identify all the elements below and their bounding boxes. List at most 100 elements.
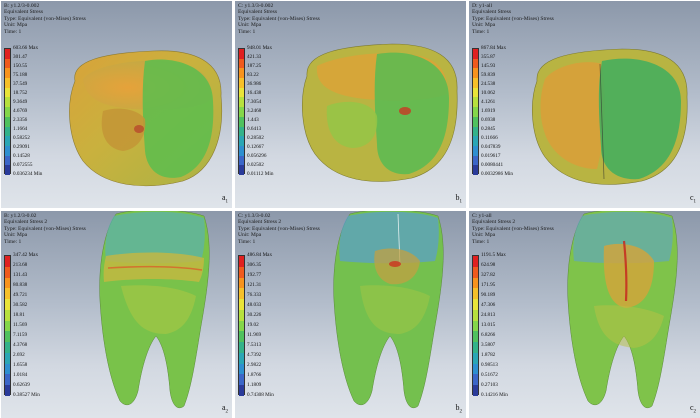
legend-color-segment: [5, 49, 10, 59]
legend-label: 1.0184: [13, 372, 28, 378]
stress-panel-b2: C: y1.3/3-0.02 Equivalent Stress 2 Type:…: [235, 211, 466, 418]
legend-color-segment: [5, 342, 10, 353]
legend-color-segment: [473, 145, 478, 156]
panel-corner-label: a1: [221, 193, 228, 205]
legend-label: 37.549: [13, 81, 28, 87]
legend-label: 1191.5 Max: [481, 252, 506, 258]
legend-label: 0.28502: [247, 135, 264, 141]
legend-label: 1.6919: [481, 108, 496, 114]
legend-label: 49.721: [13, 292, 28, 298]
legend-label: 0.0080441: [481, 162, 504, 168]
legend-color-segment: [473, 58, 478, 69]
legend-color-segment: [239, 145, 244, 156]
legend-label: 0.02502: [247, 162, 264, 168]
legend-label: 1.6558: [13, 362, 28, 368]
panel-header: B: y1.2/3-0.002 Equivalent Stress Type: …: [4, 3, 86, 35]
legend-color-segment: [5, 126, 10, 137]
legend-color-segment: [473, 68, 478, 79]
legend-color-segment: [239, 165, 244, 175]
legend-label: 0.047839: [481, 144, 501, 150]
legend-label: 0.29091: [13, 144, 30, 150]
legend-color-segment: [239, 256, 244, 267]
legend-label: 30.226: [247, 312, 262, 318]
legend-color-segment: [5, 87, 10, 98]
legend-color-segment: [5, 299, 10, 310]
legend-color-segment: [473, 165, 478, 175]
legend-color-segment: [5, 78, 10, 88]
legend-color-segment: [473, 107, 478, 117]
legend-color-segment: [239, 363, 244, 375]
legend-label: 0.01112 Min: [247, 171, 274, 177]
panel-header: B: y1.2/3-0.02 Equivalent Stress 2 Type:…: [4, 213, 86, 245]
legend-color-segment: [5, 266, 10, 278]
legend-color-segment: [239, 277, 244, 289]
legend-label: 131.43: [13, 272, 28, 278]
legend-color-segment: [473, 87, 478, 98]
legend-label: 80.838: [13, 282, 28, 288]
legend-color-segment: [239, 299, 244, 310]
legend-color-segment: [473, 309, 478, 321]
legend-label: 0.14528: [13, 153, 30, 159]
legend-color-segment: [473, 352, 478, 364]
legend-label: 0.11666: [481, 135, 498, 141]
legend-color-segment: [5, 116, 10, 127]
legend-color-segment: [239, 309, 244, 321]
legend-color-segment: [473, 320, 478, 332]
legend-label: 9.3649: [13, 99, 28, 105]
legend-label: 867.84 Max: [481, 45, 507, 51]
legend-label: 10.062: [481, 90, 496, 96]
panel-corner-label: b2: [455, 403, 463, 415]
legend-label: 24.813: [481, 312, 496, 318]
legend-color-bar: [472, 48, 479, 175]
legend-label: 2.692: [13, 352, 25, 358]
legend-color-segment: [473, 136, 478, 146]
legend-color-segment: [473, 363, 478, 375]
stress-panel-c1: D: y1-all Equivalent Stress Type: Equiva…: [469, 1, 700, 208]
legend-label: 6.8266: [481, 332, 496, 338]
legend-label: 83.22: [247, 72, 259, 78]
legend-color-segment: [473, 49, 478, 59]
legend-label: 1.8766: [247, 372, 262, 378]
legend-color-segment: [5, 97, 10, 108]
tooth-root-model: [554, 211, 694, 416]
legend-label: 90.189: [481, 292, 496, 298]
legend-color-segment: [473, 288, 478, 300]
legend-color-segment: [239, 266, 244, 278]
legend-color-segment: [5, 68, 10, 79]
stress-panel-c2: C: y1-all Equivalent Stress 2 Type: Equi…: [469, 211, 700, 418]
legend-color-segment: [239, 342, 244, 353]
legend-label: 76.333: [247, 292, 262, 298]
legend-color-segment: [473, 97, 478, 108]
legend-label: 4.7392: [247, 352, 262, 358]
legend-label: 75.188: [13, 72, 28, 78]
legend-label: 187.25: [247, 63, 262, 69]
legend-label: 59.839: [481, 72, 496, 78]
legend-color-segment: [239, 331, 244, 343]
legend-color-segment: [239, 68, 244, 79]
legend-label: 192.77: [247, 272, 262, 278]
legend-color-segment: [473, 116, 478, 127]
legend-label: 0.6413: [247, 126, 262, 132]
legend-label: 306.35: [247, 262, 262, 268]
legend-label: 11.969: [247, 332, 262, 338]
legend-label: 171.95: [481, 282, 496, 288]
legend-label: 48.033: [247, 302, 262, 308]
panel-header: C: y1.3/3-0.02 Equivalent Stress 2 Type:…: [238, 213, 320, 245]
legend-label: 145.93: [481, 63, 496, 69]
legend-color-segment: [239, 385, 244, 396]
legend-color-segment: [239, 136, 244, 146]
legend-color-segment: [239, 97, 244, 108]
legend-color-segment: [473, 299, 478, 310]
legend-color-segment: [5, 58, 10, 69]
legend-color-bar: [4, 48, 11, 175]
legend-color-segment: [239, 116, 244, 127]
legend-label: 1.443: [247, 117, 259, 123]
legend-label: 948.01 Max: [247, 45, 273, 51]
panel-corner-label: b1: [455, 193, 463, 205]
legend-label: 421.33: [247, 54, 262, 60]
legend-label: 36.986: [247, 81, 262, 87]
legend-label: 121.31: [247, 282, 262, 288]
legend-label: 0.12667: [247, 144, 264, 150]
legend-label: 7.3054: [247, 99, 262, 105]
legend-color-segment: [473, 155, 478, 166]
